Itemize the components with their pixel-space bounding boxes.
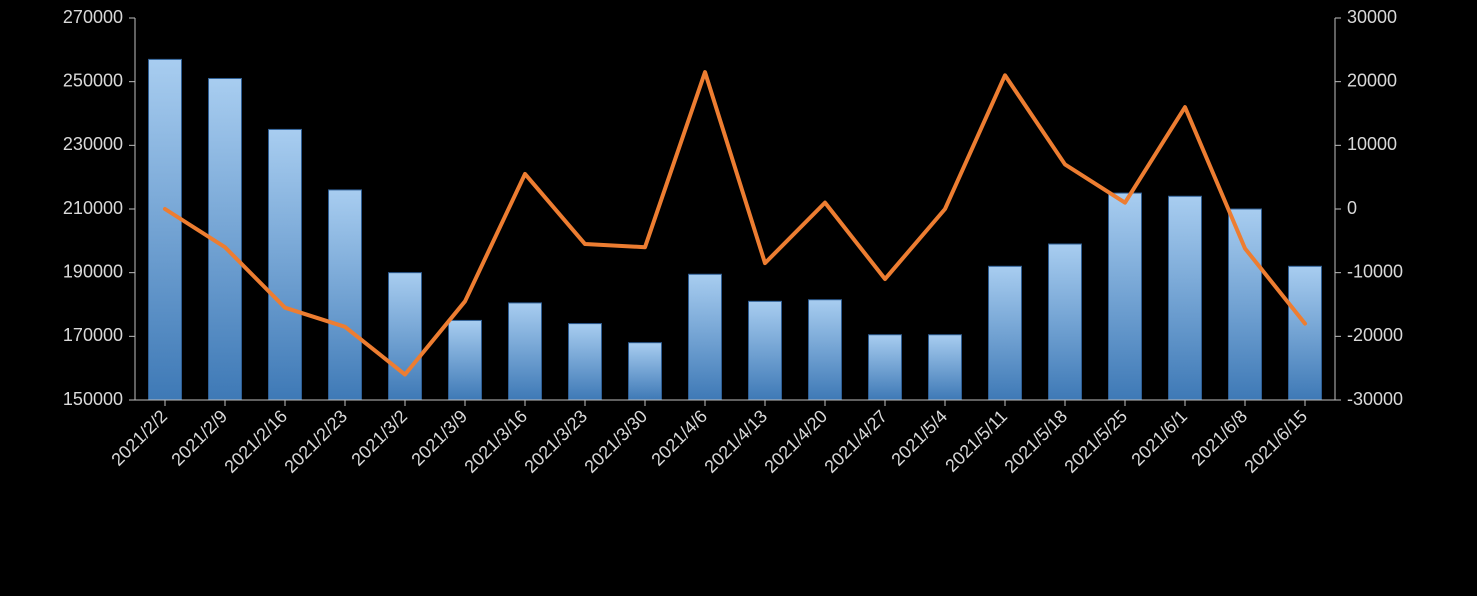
chart-svg: 150000 170000 190000 210000 230000 250000 2700… (0, 0, 1477, 591)
x-tick-label: 2021/2/2 (107, 406, 171, 470)
x-tick-label: 2021/3/2 (347, 406, 411, 470)
x-axis: 2021/2/22021/2/92021/2/162021/2/232021/3… (107, 400, 1335, 477)
secondary-y-tick-label: -30000 (1347, 389, 1403, 409)
bar (1229, 209, 1262, 400)
primary-y-tick-label: 190000 (63, 261, 123, 281)
bar (1109, 193, 1142, 400)
x-tick-label: 2021/2/23 (280, 406, 351, 477)
bar (269, 129, 302, 400)
bar (329, 190, 362, 400)
bar (149, 59, 182, 400)
secondary-y-tick-label: -10000 (1347, 261, 1403, 281)
x-tick-label: 2021/5/18 (1000, 406, 1071, 477)
x-tick-label: 2021/6/1 (1127, 406, 1191, 470)
bar (1169, 196, 1202, 400)
secondary-y-tick-label: 20000 (1347, 70, 1397, 90)
x-tick-label: 2021/4/20 (760, 406, 831, 477)
bar (989, 266, 1022, 400)
bar (509, 303, 542, 400)
x-tick-label: 2021/5/11 (941, 406, 1011, 476)
primary-y-tick-label: 270000 (63, 7, 123, 27)
secondary-y-tick-label: 30000 (1347, 7, 1397, 27)
x-tick-label: 2021/2/16 (220, 406, 291, 477)
secondary-y-axis: -30000 -20000 -10000 0 10000 20000 30000 (1335, 7, 1403, 409)
bar (1049, 244, 1082, 400)
x-tick-label: 2021/3/30 (580, 406, 651, 477)
x-tick-label: 2021/3/23 (520, 406, 591, 477)
combo-chart: 150000 170000 190000 210000 230000 250000 2700… (0, 0, 1477, 591)
primary-y-tick-label: 150000 (63, 389, 123, 409)
secondary-y-tick-label: 10000 (1347, 134, 1397, 154)
x-tick-label: 2021/4/13 (700, 406, 771, 477)
secondary-y-tick-label: 0 (1347, 198, 1357, 218)
primary-y-tick-label: 170000 (63, 325, 123, 345)
x-tick-label: 2021/4/27 (820, 406, 891, 477)
primary-y-tick-label: 250000 (63, 70, 123, 90)
bar (929, 335, 962, 400)
x-tick-label: 2021/3/16 (460, 406, 531, 477)
primary-y-axis: 150000 170000 190000 210000 230000 250000 2700… (63, 7, 135, 409)
bar (569, 324, 602, 400)
x-tick-label: 2021/6/15 (1240, 406, 1311, 477)
bars-group (149, 59, 1322, 400)
secondary-y-tick-label: -20000 (1347, 325, 1403, 345)
bar (629, 343, 662, 400)
primary-y-tick-label: 210000 (63, 198, 123, 218)
bar (869, 335, 902, 400)
bar (749, 301, 782, 400)
primary-y-tick-label: 230000 (63, 134, 123, 154)
bar (809, 300, 842, 400)
x-tick-label: 2021/5/25 (1060, 406, 1131, 477)
bar (689, 274, 722, 400)
bar (1289, 266, 1322, 400)
bar (449, 320, 482, 400)
bar (389, 273, 422, 400)
